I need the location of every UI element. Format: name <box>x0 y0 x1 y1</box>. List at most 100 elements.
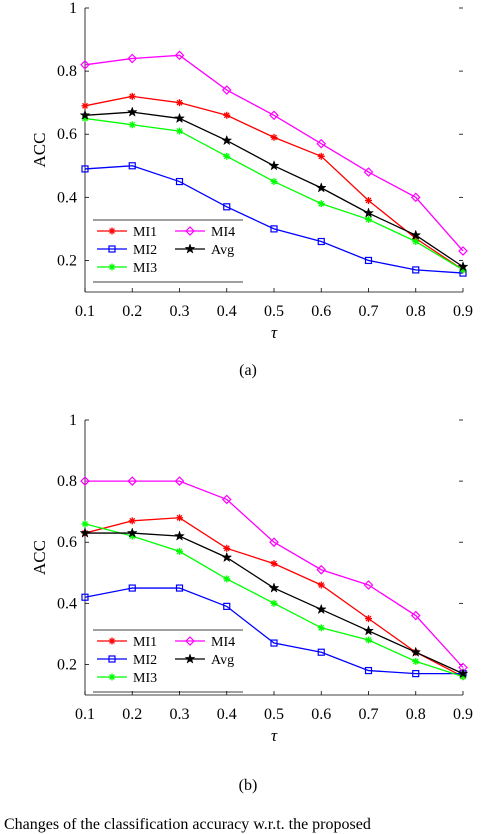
y-tick-label: 0.8 <box>57 473 77 490</box>
y-tick-label: 0.4 <box>57 595 77 612</box>
data-point <box>410 192 421 203</box>
data-point <box>317 237 325 246</box>
data-point <box>412 238 420 246</box>
x-tick-label: 0.6 <box>311 303 331 320</box>
data-point <box>365 215 372 223</box>
legend-swatch-marker <box>184 653 196 664</box>
figure-caption: Changes of the classification accuracy w… <box>4 816 371 833</box>
marker-stroke <box>129 517 136 524</box>
data-point <box>174 476 185 486</box>
data-point <box>365 636 372 644</box>
legend-label: MI2 <box>133 243 157 258</box>
legend-item-MI1: MI1 <box>97 225 157 240</box>
series-line <box>85 480 464 668</box>
marker-stroke <box>365 216 372 223</box>
legend-swatch-marker <box>108 263 116 271</box>
data-point <box>363 207 374 218</box>
marker-stroke <box>365 615 372 622</box>
x-tick-label: 0.4 <box>217 303 237 320</box>
x-tick-label: 0.5 <box>264 706 284 723</box>
legend-label: MI4 <box>211 225 235 240</box>
marker-stroke <box>271 134 277 141</box>
data-point <box>364 666 373 675</box>
data-point <box>126 527 138 538</box>
marker-stroke <box>223 112 230 119</box>
legend-label: MI2 <box>133 653 157 668</box>
data-point <box>268 582 280 593</box>
data-point <box>221 494 232 505</box>
data-point <box>270 560 278 568</box>
data-point <box>176 99 183 107</box>
marker-stroke <box>176 548 183 555</box>
data-point <box>128 121 136 129</box>
x-tick-label: 0.8 <box>406 303 426 320</box>
data-point <box>127 53 138 64</box>
subcaption-a: (a) <box>239 362 257 379</box>
data-point <box>79 109 91 120</box>
data-point <box>126 106 138 117</box>
marker-stroke <box>129 93 136 100</box>
legend-label: MI1 <box>133 225 157 240</box>
data-point <box>127 476 138 486</box>
data-point <box>270 639 278 647</box>
marker-stroke <box>223 545 230 552</box>
data-point <box>81 520 89 528</box>
data-point <box>269 537 279 548</box>
data-point <box>176 127 183 135</box>
series-Avg <box>79 527 469 679</box>
data-point <box>269 110 279 121</box>
data-point <box>316 138 327 149</box>
legend-swatch-marker <box>185 636 195 646</box>
data-point <box>176 547 183 555</box>
data-point <box>315 603 327 615</box>
marker-stroke <box>271 600 277 607</box>
x-axis-label: τ <box>271 726 278 745</box>
marker-stroke <box>271 560 277 567</box>
legend-swatch-marker <box>108 655 116 663</box>
series-MI4 <box>80 50 468 256</box>
legend-label: MI4 <box>211 635 235 650</box>
subcaption-b: (b) <box>238 777 258 794</box>
legend-label: MI3 <box>133 261 157 276</box>
data-point <box>365 615 372 623</box>
y-axis-label: ACC <box>30 133 49 168</box>
data-point <box>223 111 231 119</box>
marker-stroke <box>318 624 325 631</box>
data-point <box>364 256 373 265</box>
data-point <box>270 225 278 233</box>
data-point <box>270 599 278 607</box>
legend-swatch-marker <box>108 637 116 645</box>
data-point <box>174 530 185 541</box>
legend-swatch-marker <box>108 245 116 253</box>
data-point <box>80 476 90 486</box>
chart-b: 0.2 0.4 0.6 0.8 1 0.1 0.2 0.3 0.4 0.5 0.6 0.7 0.8 0.9… <box>30 412 473 745</box>
x-tick-label: 0.6 <box>311 706 331 723</box>
x-tick-label: 0.1 <box>75 303 95 320</box>
x-tick-label: 0.4 <box>217 706 237 723</box>
series-MI3 <box>81 114 467 274</box>
data-point <box>270 178 278 186</box>
data-point <box>223 152 231 160</box>
legend-swatch-marker <box>108 673 116 681</box>
y-tick-label: 0.6 <box>57 126 77 143</box>
y-axis-label: ACC <box>30 540 49 575</box>
y-tick-label: 1 <box>69 0 77 17</box>
legend-item-MI3: MI3 <box>97 671 157 686</box>
series-MI2 <box>81 584 467 678</box>
legend-label: Avg <box>211 653 234 668</box>
y-tick-label: 0.2 <box>57 252 77 269</box>
data-point <box>317 152 325 160</box>
marker-stroke <box>176 99 183 106</box>
data-point <box>81 102 89 110</box>
data-point <box>316 564 327 575</box>
legend-label: Avg <box>211 243 234 258</box>
legend: MI1 MI4 MI2 Avg MI3 <box>93 629 243 693</box>
data-point <box>457 667 469 679</box>
marker-stroke <box>109 638 115 644</box>
data-point <box>410 646 422 657</box>
chart-a: 0.2 0.4 0.6 0.8 1 0.1 0.2 0.3 0.4 0.5 0.6 0.7 0.8 0.9… <box>30 0 473 342</box>
data-point <box>268 160 280 171</box>
y-tick-label: 0.6 <box>57 534 77 551</box>
marker-stroke <box>176 128 183 135</box>
